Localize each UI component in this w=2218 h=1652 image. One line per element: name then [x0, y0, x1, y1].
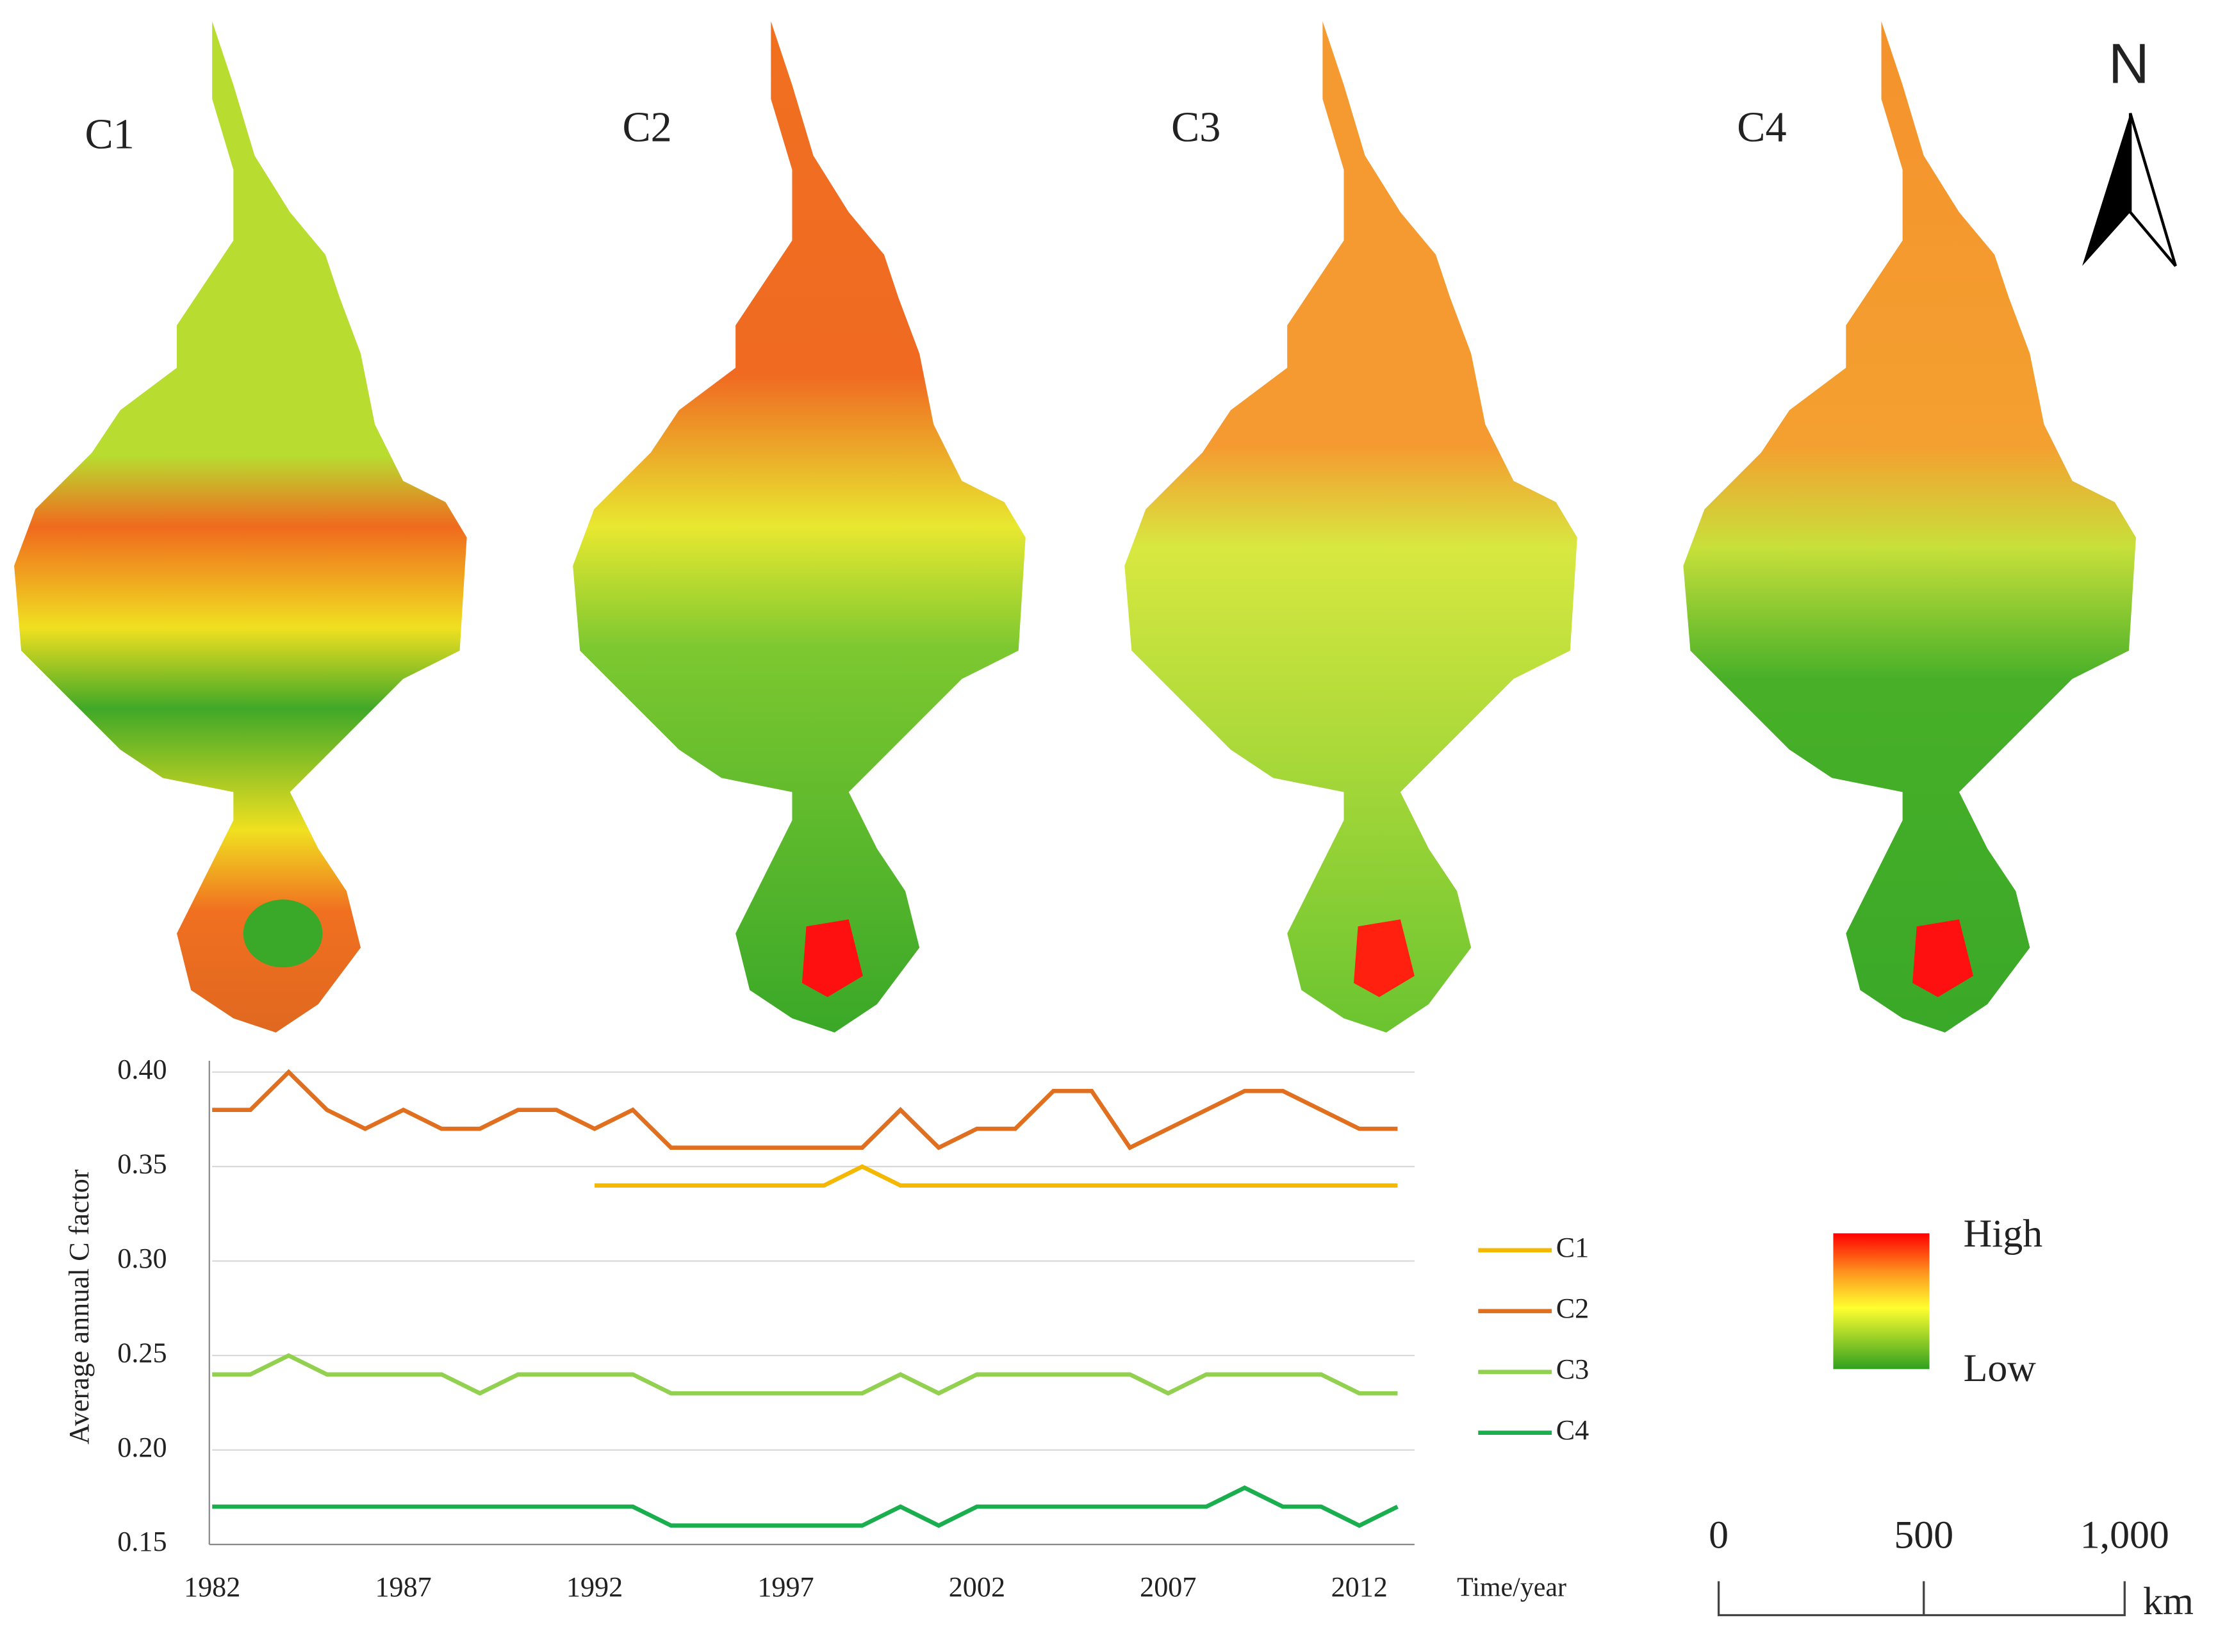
panel-label: C3: [1171, 104, 1220, 151]
scale-bar: [1717, 1581, 2126, 1617]
north-arrow: [2128, 113, 2177, 267]
y-tick-label: 0.35: [117, 1148, 167, 1179]
scale-label: 500: [1894, 1513, 1953, 1557]
scale-label: 0: [1709, 1513, 1729, 1557]
map-c3: [1124, 21, 1577, 1033]
x-tick-label: 2007: [1140, 1571, 1196, 1603]
north-label: N: [2108, 31, 2149, 95]
legend-low: Low: [1964, 1346, 2037, 1390]
legend-high: High: [1964, 1212, 2043, 1255]
series-line: [212, 1353, 1398, 1396]
scale-unit: km: [2143, 1580, 2194, 1623]
legend-label: C3: [1556, 1353, 1590, 1385]
series-line: [595, 1164, 1398, 1188]
legend-label: C2: [1556, 1293, 1590, 1324]
series-line: [212, 1485, 1399, 1528]
x-tick-label: 2012: [1331, 1571, 1388, 1603]
x-axis-label: Time/year: [1457, 1573, 1566, 1602]
legend-label: C4: [1556, 1414, 1590, 1446]
panel-label: C2: [622, 104, 671, 151]
y-tick-label: 0.20: [117, 1432, 167, 1463]
map-c1: [14, 21, 467, 1033]
color-ramp: [1833, 1233, 1930, 1370]
north-arrow: [2082, 113, 2131, 266]
map-c4: [1683, 21, 2136, 1033]
panel-label: C1: [85, 111, 134, 158]
y-tick-label: 0.25: [117, 1337, 167, 1368]
y-tick-label: 0.30: [117, 1243, 167, 1274]
x-tick-label: 2002: [949, 1571, 1005, 1603]
panel-label: C4: [1737, 104, 1786, 151]
series-line: [212, 1069, 1398, 1150]
x-tick-label: 1992: [566, 1571, 623, 1603]
y-tick-label: 0.15: [117, 1526, 167, 1557]
x-tick-label: 1997: [757, 1571, 814, 1603]
y-tick-label: 0.40: [117, 1054, 167, 1085]
map-c2: [573, 21, 1026, 1033]
scale-label: 1,000: [2080, 1513, 2169, 1557]
y-axis-label: Average annual C factor: [63, 1169, 95, 1444]
x-tick-label: 1982: [184, 1571, 240, 1603]
legend-label: C1: [1556, 1232, 1590, 1263]
x-tick-label: 1987: [375, 1571, 431, 1603]
